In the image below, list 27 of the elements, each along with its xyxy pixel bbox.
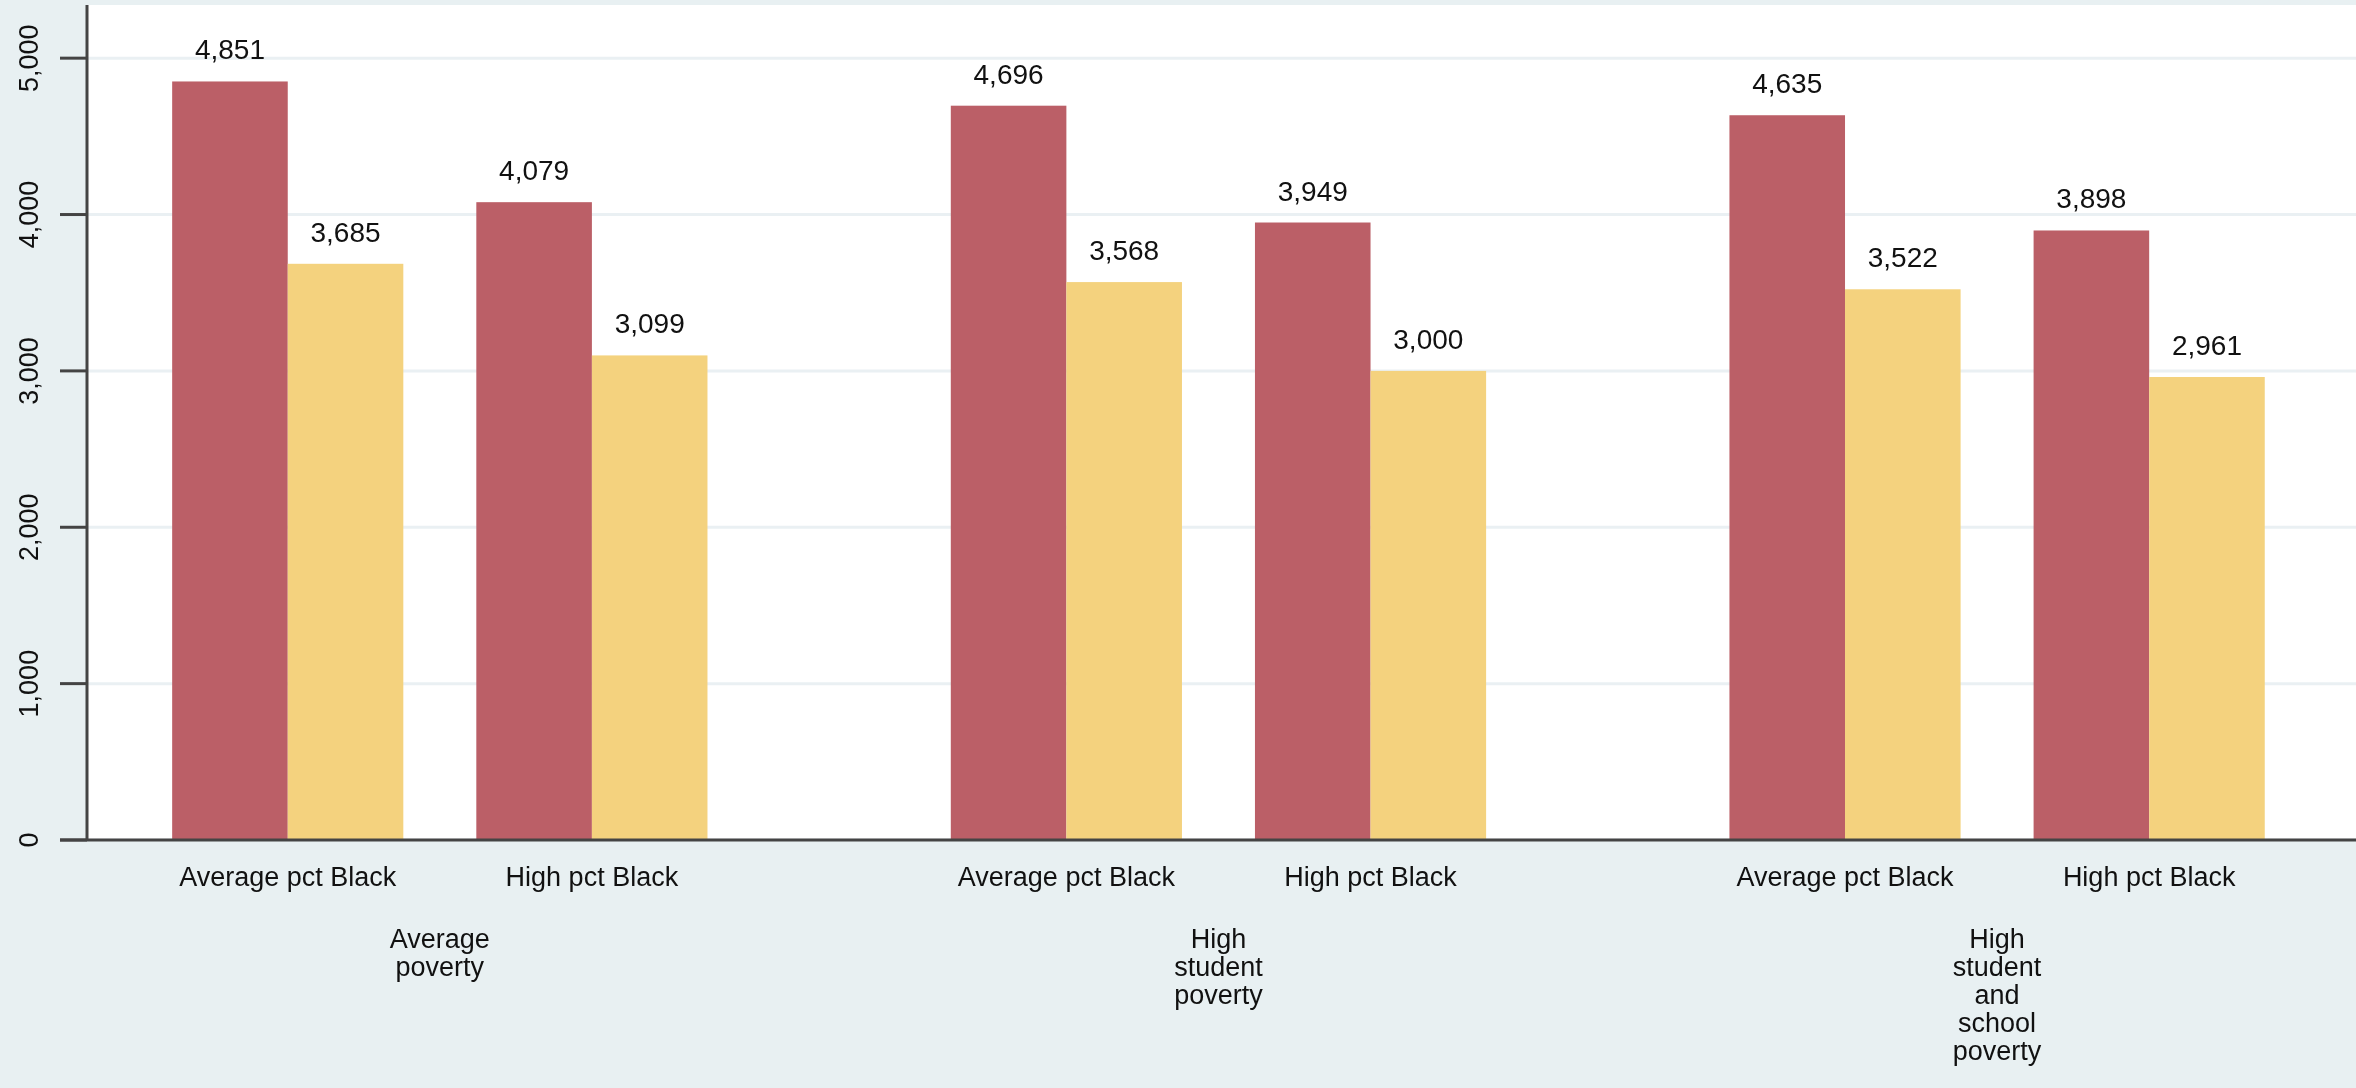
data-label: 3,949 (1277, 175, 1348, 207)
text: High student and school poverty (1952, 924, 2042, 1066)
y-tick-label: 2,000 (14, 493, 44, 562)
data-label: 4,696 (973, 58, 1044, 90)
x-tick-label: Average pct Black (957, 862, 1176, 892)
y-tick-label: 0 (14, 832, 44, 848)
x-tick-label: Average pct Black (179, 862, 397, 892)
y-tick-label: 5,000 (14, 24, 44, 92)
x-tick-label: High pct Black (505, 862, 679, 892)
y-tick-label: 4,000 (14, 180, 44, 249)
text: High student poverty (1174, 924, 1264, 1010)
data-label: 3,898 (2056, 183, 2127, 215)
data-label: 4,079 (499, 155, 570, 187)
data-label: 4,635 (1752, 68, 1823, 100)
data-label: 3,000 (1393, 323, 1464, 355)
x-tick-label: High pct Black (1284, 862, 1458, 892)
data-label: 4,851 (194, 34, 265, 66)
x-tick-label: Average pct Black (1736, 862, 1955, 892)
y-tick-label: 1,000 (14, 649, 44, 718)
data-label: 3,568 (1089, 235, 1160, 267)
data-label: 3,099 (614, 308, 685, 340)
x-tick-label: High pct Black (2062, 862, 2236, 892)
data-label: 3,522 (1867, 242, 1938, 274)
text: Average poverty (389, 924, 490, 982)
data-label: 2,961 (2171, 330, 2242, 361)
y-tick-label: 3,000 (14, 337, 44, 405)
data-label: 3,685 (310, 216, 381, 248)
